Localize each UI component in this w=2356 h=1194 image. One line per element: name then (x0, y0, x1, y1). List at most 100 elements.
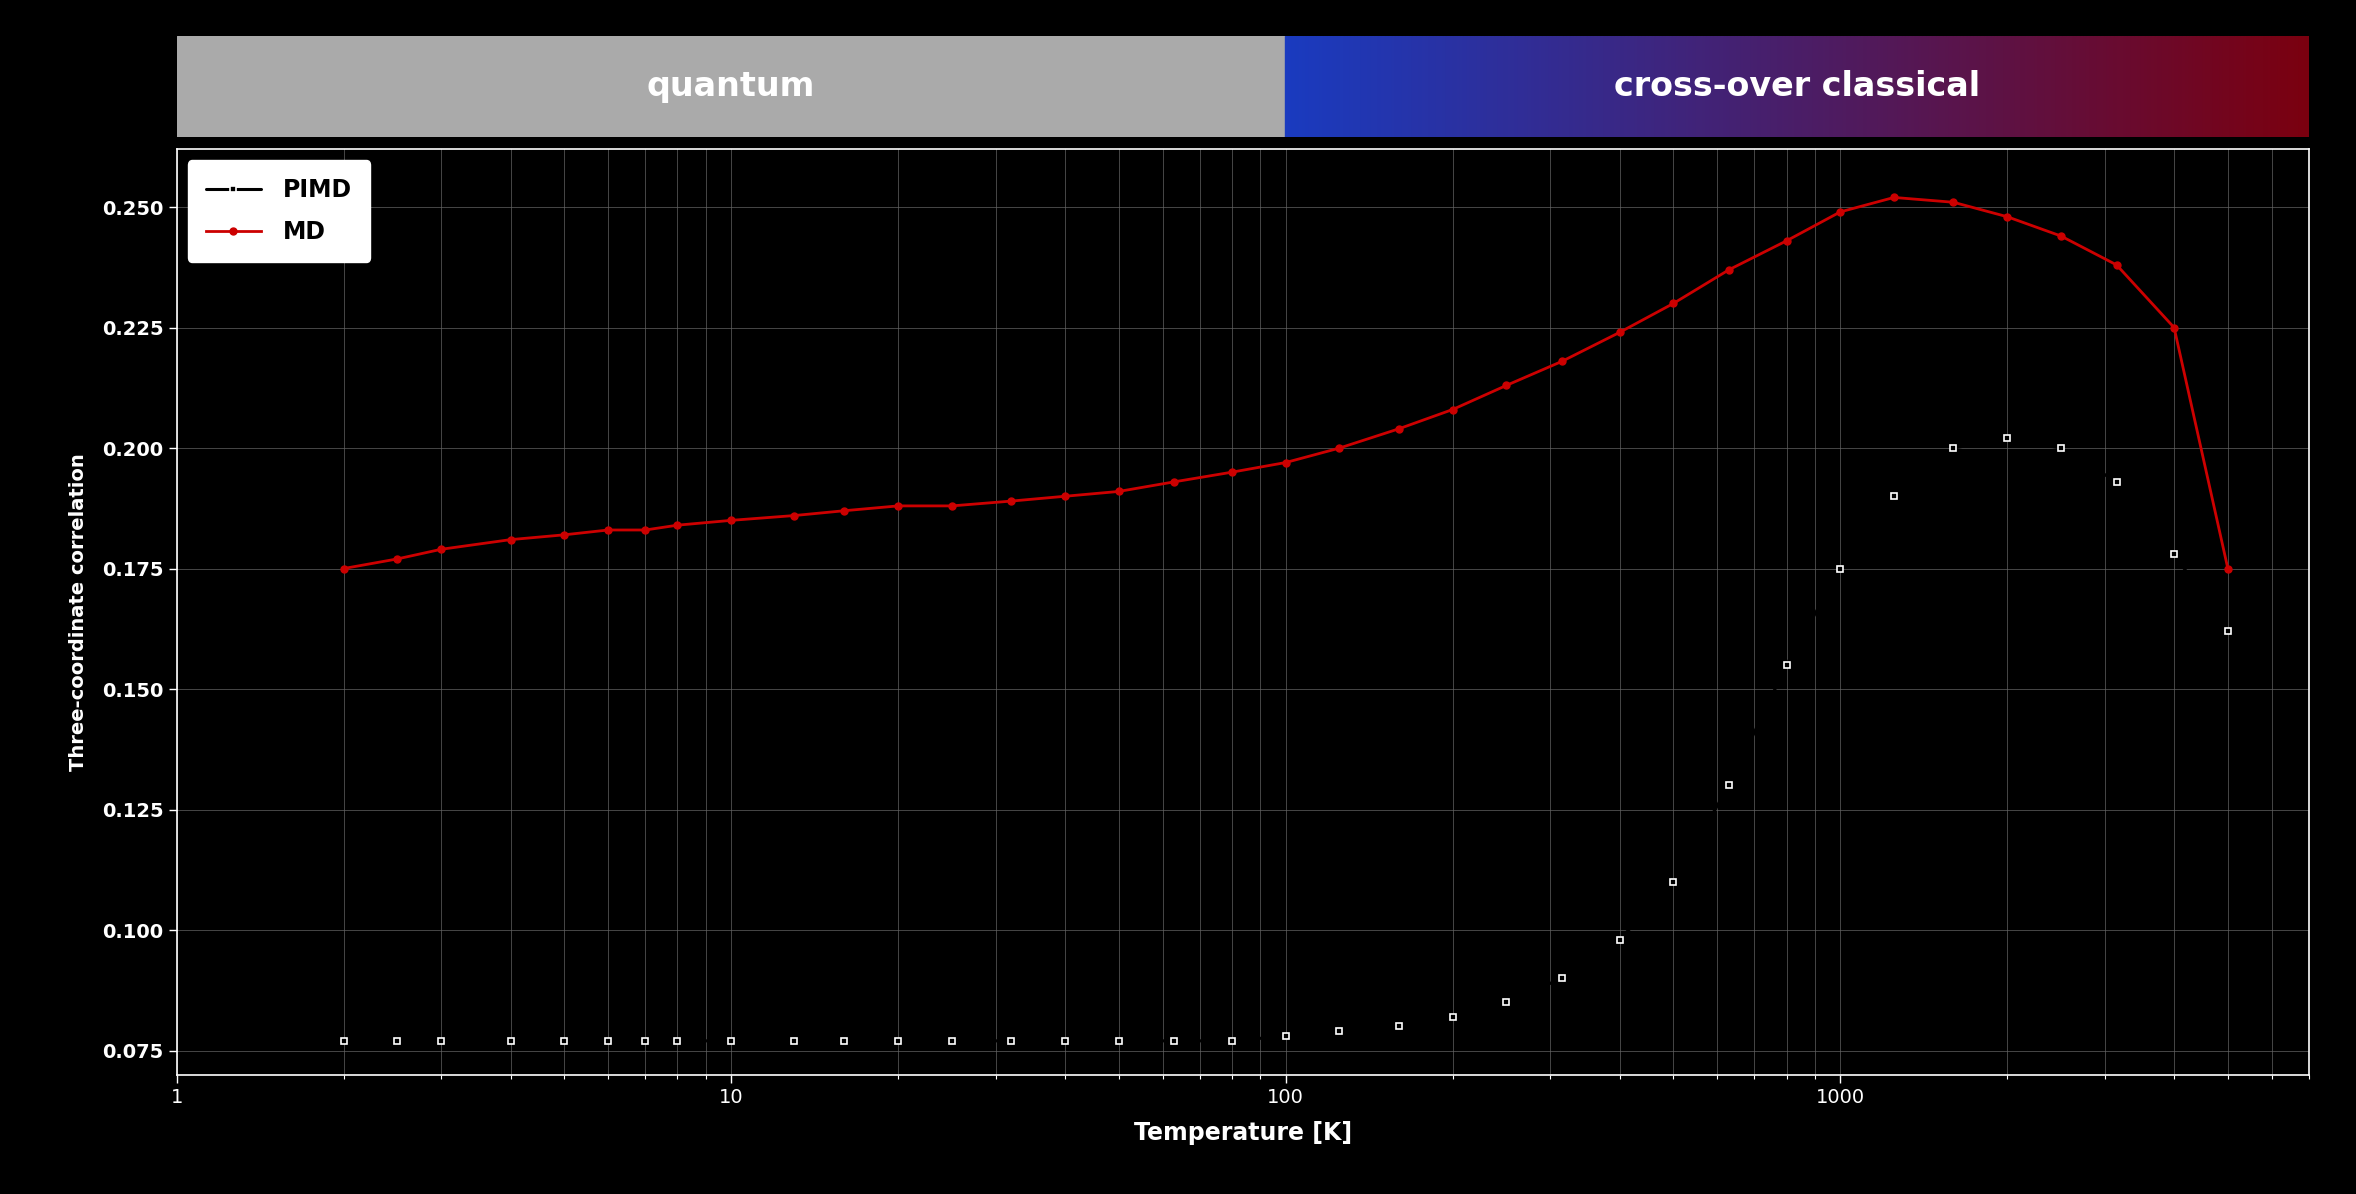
PIMD (2102, 475, 2130, 490)
Y-axis label: Three-coordinate correlation: Three-coordinate correlation (68, 453, 87, 771)
Bar (2231, 36, 2233, 137)
Bar (177, 36, 1286, 137)
Bar (2255, 36, 2257, 137)
Bar (1604, 36, 1607, 137)
Bar (1461, 36, 1463, 137)
Bar (1838, 36, 1840, 137)
PIMD (1326, 1024, 1355, 1039)
Bar (2179, 36, 2182, 137)
MD (1880, 190, 1908, 204)
MD (664, 518, 693, 533)
MD (426, 542, 455, 556)
PIMD (1880, 490, 1908, 504)
Bar (1998, 36, 2000, 137)
Bar (1767, 36, 1772, 137)
Bar (2212, 36, 2217, 137)
Bar (2005, 36, 2007, 137)
Bar (1463, 36, 1468, 137)
Bar (1593, 36, 1597, 137)
Bar (2217, 36, 2219, 137)
Bar (1718, 36, 1720, 137)
Bar (2080, 36, 2083, 137)
PIMD (497, 1034, 525, 1048)
Bar (2163, 36, 2165, 137)
Bar (1741, 36, 1743, 137)
Bar (2076, 36, 2080, 137)
Bar (2285, 36, 2288, 137)
Bar (1555, 36, 1560, 137)
Bar (1484, 36, 1487, 137)
Bar (2248, 36, 2250, 137)
PIMD (1218, 1034, 1246, 1048)
PIMD (1659, 875, 1687, 890)
Bar (1906, 36, 1908, 137)
Bar (1310, 36, 1312, 137)
Bar (1805, 36, 1809, 137)
Bar (1477, 36, 1480, 137)
PIMD (1772, 658, 1800, 672)
Bar (1510, 36, 1515, 137)
Bar (1409, 36, 1411, 137)
Bar (1925, 36, 1930, 137)
Bar (1355, 36, 1357, 137)
MD (938, 499, 966, 513)
Bar (1548, 36, 1553, 137)
MD (1772, 234, 1800, 248)
Bar (1779, 36, 1781, 137)
Bar (1812, 36, 1816, 137)
Bar (1689, 36, 1692, 137)
PIMD (1105, 1034, 1133, 1048)
Bar (1333, 36, 1336, 137)
Bar (1423, 36, 1425, 137)
Bar (2050, 36, 2052, 137)
Bar (2014, 36, 2019, 137)
Bar (2257, 36, 2262, 137)
Bar (1642, 36, 1644, 137)
Bar (2007, 36, 2012, 137)
Bar (1960, 36, 1963, 137)
PIMD (664, 1034, 693, 1048)
Bar (1491, 36, 1494, 137)
Bar (1329, 36, 1333, 137)
Bar (2193, 36, 2196, 137)
Bar (2189, 36, 2193, 137)
Bar (1395, 36, 1399, 137)
Bar (1289, 36, 1293, 137)
Bar (2288, 36, 2292, 137)
Bar (1567, 36, 1569, 137)
Bar (1887, 36, 1892, 137)
Bar (1849, 36, 1854, 137)
MD (1385, 421, 1414, 436)
Bar (2097, 36, 2099, 137)
Bar (1498, 36, 1501, 137)
MD (1051, 490, 1079, 504)
MD (884, 499, 912, 513)
Bar (2087, 36, 2090, 137)
Bar (1392, 36, 1395, 137)
Bar (1809, 36, 1812, 137)
Bar (1416, 36, 1418, 137)
Bar (2118, 36, 2120, 137)
Bar (1857, 36, 1861, 137)
Bar (1494, 36, 1498, 137)
Bar (2066, 36, 2069, 137)
MD (1715, 263, 1743, 277)
Bar (1743, 36, 1748, 137)
Bar (1364, 36, 1366, 137)
Bar (1341, 36, 1343, 137)
Legend: PIMD, MD: PIMD, MD (188, 160, 370, 261)
Text: quantum: quantum (648, 70, 815, 103)
Bar (2090, 36, 2092, 137)
Bar (1614, 36, 1619, 137)
Bar (1649, 36, 1652, 137)
MD (780, 509, 808, 523)
Bar (1944, 36, 1946, 137)
Bar (1661, 36, 1666, 137)
Bar (1948, 36, 1953, 137)
Bar (1378, 36, 1381, 137)
Bar (1454, 36, 1456, 137)
MD (1491, 378, 1520, 393)
PIMD (1491, 995, 1520, 1009)
Bar (1536, 36, 1538, 137)
Bar (1831, 36, 1833, 137)
